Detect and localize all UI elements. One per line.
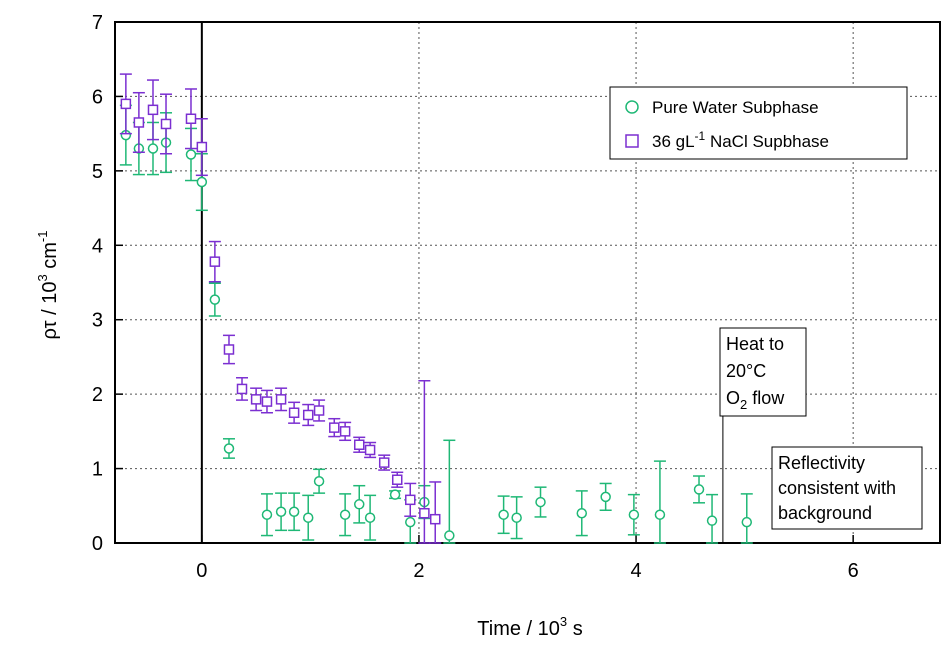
legend-box bbox=[609, 86, 908, 160]
data-point bbox=[288, 407, 300, 418]
data-point bbox=[223, 344, 235, 355]
reflectivity-annotation-line: Reflectivity bbox=[778, 453, 865, 473]
x-tick-label: 6 bbox=[848, 560, 859, 582]
reflectivity-annotation-box bbox=[771, 446, 923, 530]
data-point bbox=[329, 422, 340, 433]
legend-label: 36 gL-1 NaCl Supbhase bbox=[652, 129, 829, 151]
data-point bbox=[654, 509, 666, 520]
data-point bbox=[353, 439, 365, 451]
heat-annotation-box bbox=[719, 327, 807, 417]
data-point bbox=[706, 515, 718, 526]
data-point bbox=[353, 499, 365, 510]
y-tick-label: 6 bbox=[92, 86, 103, 108]
data-point bbox=[429, 513, 441, 525]
legend-marker bbox=[625, 134, 639, 148]
heat-annotation-line: Heat to bbox=[726, 334, 784, 354]
data-point bbox=[120, 98, 132, 110]
data-point bbox=[185, 149, 197, 160]
data-point bbox=[364, 444, 376, 456]
legend: Pure Water Subphase 36 gL-1 NaCl Supbhase bbox=[609, 86, 908, 160]
y-tick-label: 3 bbox=[92, 310, 103, 332]
data-point bbox=[209, 294, 221, 305]
data-point bbox=[275, 394, 287, 405]
data-point bbox=[378, 457, 390, 468]
data-point bbox=[339, 509, 351, 520]
data-point bbox=[147, 104, 159, 116]
annotations: Heat to 20°C O2 flow Reflectivity consistent… bbox=[719, 327, 923, 543]
data-point bbox=[444, 530, 455, 541]
heat-annotation-line: 20°C bbox=[726, 361, 766, 381]
data-point bbox=[250, 394, 262, 405]
y-tick-label: 1 bbox=[92, 459, 103, 481]
data-point bbox=[391, 474, 403, 485]
data-point bbox=[313, 475, 325, 487]
data-point bbox=[302, 409, 314, 421]
data-point bbox=[313, 405, 325, 416]
data-point bbox=[741, 516, 753, 528]
data-point bbox=[498, 509, 509, 520]
data-point bbox=[261, 509, 273, 520]
data-point bbox=[389, 489, 401, 500]
y-tick-label: 2 bbox=[92, 384, 103, 406]
legend-marker bbox=[625, 100, 639, 114]
tick-labels: 0 2 4 6 0 1 2 3 4 5 6 7 bbox=[92, 12, 859, 582]
data-point bbox=[628, 509, 640, 520]
data-point bbox=[133, 117, 145, 128]
data-point bbox=[405, 494, 416, 506]
legend-label: Pure Water Subphase bbox=[652, 98, 819, 117]
data-point bbox=[405, 516, 416, 528]
heat-annotation-line: O2 flow bbox=[726, 388, 785, 412]
y-tick-label: 4 bbox=[92, 235, 103, 257]
data-point bbox=[288, 506, 300, 517]
data-point bbox=[209, 256, 221, 267]
x-tick-label: 4 bbox=[630, 560, 641, 582]
x-tick-label: 0 bbox=[196, 560, 207, 582]
series-2 bbox=[119, 73, 442, 544]
data-point bbox=[275, 506, 287, 517]
data-point bbox=[223, 443, 235, 454]
plot-frame bbox=[114, 21, 941, 544]
data-point bbox=[185, 113, 197, 125]
x-tick-label: 2 bbox=[413, 560, 424, 582]
data-point bbox=[160, 118, 172, 130]
data-point bbox=[419, 507, 430, 519]
data-point bbox=[196, 141, 208, 153]
reflectivity-annotation-line: consistent with bbox=[778, 478, 896, 498]
data-point bbox=[261, 396, 273, 407]
data-point bbox=[302, 512, 314, 523]
data-series bbox=[119, 73, 753, 544]
data-point bbox=[693, 484, 705, 495]
data-point bbox=[236, 383, 248, 395]
reflectivity-annotation-line: background bbox=[778, 503, 872, 523]
data-point bbox=[364, 512, 376, 523]
data-point bbox=[600, 491, 611, 503]
y-tick-label: 7 bbox=[92, 12, 103, 34]
data-point bbox=[576, 507, 588, 519]
data-point bbox=[511, 512, 522, 523]
x-axis-title: Time / 103 s bbox=[477, 614, 582, 640]
data-point bbox=[147, 143, 159, 154]
data-point bbox=[196, 176, 208, 188]
y-tick-label: 0 bbox=[92, 533, 103, 555]
y-axis-title: ρτ / 103 cm-1 bbox=[35, 231, 61, 340]
data-point bbox=[339, 426, 351, 437]
data-point bbox=[535, 496, 546, 508]
y-tick-label: 5 bbox=[92, 161, 103, 183]
